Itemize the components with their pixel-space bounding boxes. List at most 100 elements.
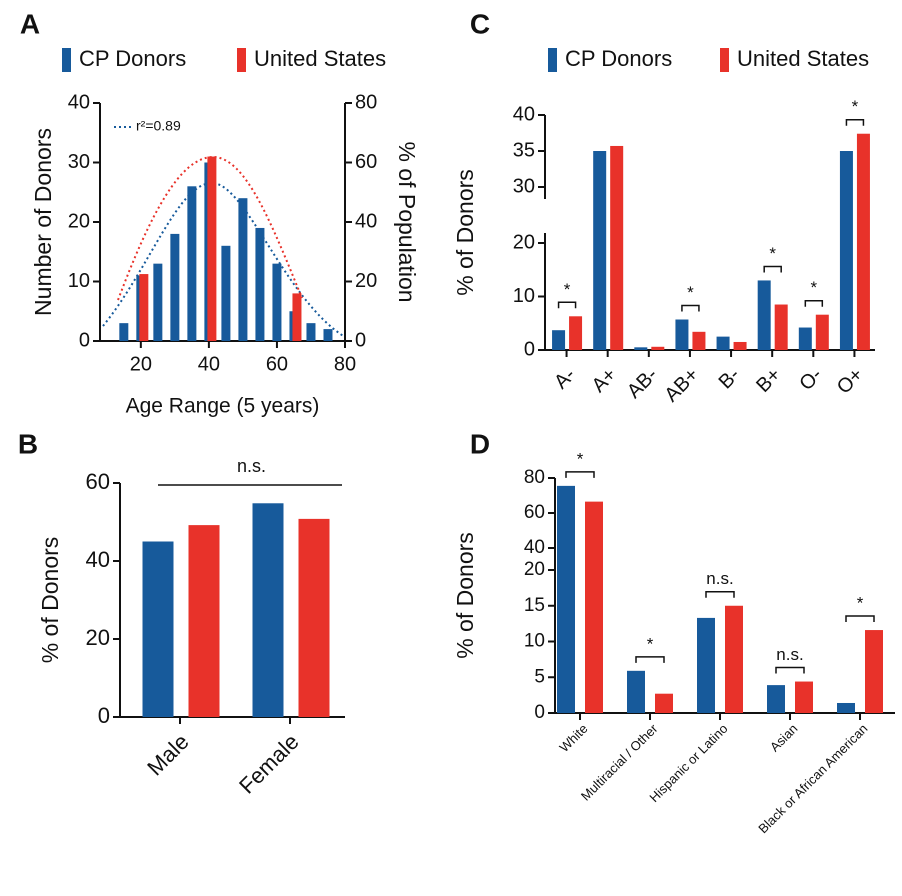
bar — [569, 316, 583, 350]
bar — [692, 331, 706, 350]
significance-label: * — [577, 449, 584, 468]
x-tick-label: 40 — [198, 353, 220, 375]
significance-label: n.s. — [706, 569, 733, 588]
y-tick-label: 80 — [524, 467, 545, 488]
bar — [323, 329, 333, 341]
bar — [757, 280, 771, 350]
bar — [585, 501, 603, 713]
bar — [697, 617, 715, 713]
significance-label: * — [564, 280, 571, 299]
bar — [153, 263, 163, 341]
y-tick-label: 0 — [524, 338, 535, 360]
bar — [610, 145, 624, 350]
bar — [557, 485, 575, 713]
y-tick-label: 15 — [524, 595, 545, 616]
y-axis-label: % of Donors — [37, 537, 63, 664]
significance-label: n.s. — [776, 645, 803, 664]
bar — [767, 685, 785, 713]
y-tick-label: 10 — [68, 270, 90, 292]
x-tick-label: AB- — [623, 364, 662, 403]
significance-label: * — [811, 278, 818, 297]
significance-label: n.s. — [237, 456, 266, 476]
x-tick-label: B- — [715, 364, 745, 394]
x-tick-label: 60 — [266, 353, 288, 375]
y-axis-label: Number of Donors — [30, 128, 56, 316]
bar — [238, 198, 248, 341]
x-tick-label: AB+ — [661, 364, 704, 407]
bar — [634, 347, 648, 350]
significance-bracket — [565, 471, 595, 478]
y-tick-label: 0 — [534, 702, 545, 723]
legend-swatch — [237, 48, 246, 72]
bar — [252, 503, 284, 717]
bar — [655, 693, 673, 713]
y-axis-label: % of Donors — [452, 169, 478, 296]
significance-bracket — [705, 591, 735, 598]
x-tick-label: White — [556, 721, 590, 755]
bar — [139, 274, 149, 341]
y-tick-label: 30 — [513, 175, 535, 197]
legend-label: United States — [737, 46, 869, 71]
x-tick-label: A- — [550, 364, 580, 394]
y-tick-label: 0 — [79, 329, 90, 351]
bar — [837, 702, 855, 713]
bar — [675, 319, 689, 350]
x-axis-label: Age Range (5 years) — [126, 395, 320, 418]
y2-axis-label: % of Population — [394, 141, 420, 302]
y2-tick-label: 60 — [355, 151, 377, 173]
legend-label: CP Donors — [79, 46, 186, 71]
legend-swatch — [62, 48, 71, 72]
significance-label: * — [857, 594, 864, 613]
bar — [795, 681, 813, 713]
panel-letter: D — [470, 428, 490, 459]
bar — [298, 518, 330, 717]
bar — [207, 156, 217, 341]
x-tick-label: Asian — [767, 721, 801, 755]
y-tick-label: 10 — [513, 285, 535, 307]
bar — [221, 245, 231, 341]
x-tick-label: O+ — [833, 364, 868, 399]
bar — [552, 330, 566, 350]
significance-label: * — [852, 97, 859, 116]
bar — [119, 323, 129, 341]
bar — [627, 670, 645, 713]
bar — [733, 341, 747, 350]
x-tick-label: B+ — [752, 364, 785, 397]
significance-bracket — [845, 118, 865, 126]
bar — [856, 133, 870, 350]
y-tick-label: 10 — [524, 631, 545, 652]
y-tick-label: 20 — [524, 559, 545, 580]
significance-bracket — [557, 301, 577, 309]
x-tick-label: A+ — [588, 364, 621, 397]
bar — [651, 346, 665, 350]
y-tick-label: 35 — [513, 139, 535, 161]
y-tick-label: 30 — [68, 151, 90, 173]
significance-bracket — [681, 304, 700, 312]
y2-tick-label: 0 — [355, 329, 366, 351]
bar — [815, 314, 829, 350]
significance-label: * — [647, 634, 654, 653]
x-tick-label: 80 — [334, 353, 356, 375]
panel-letter: B — [18, 428, 38, 459]
fit-curve — [117, 155, 303, 301]
significance-bracket — [804, 299, 824, 307]
bar — [142, 541, 174, 717]
y-tick-label: 60 — [524, 502, 545, 523]
bar — [188, 525, 220, 717]
panel-letter: A — [20, 8, 40, 39]
legend-swatch — [548, 48, 557, 72]
bar — [774, 304, 788, 350]
y-tick-label: 40 — [68, 91, 90, 113]
y2-tick-label: 20 — [355, 270, 377, 292]
y-tick-label: 40 — [513, 103, 535, 125]
bar — [292, 293, 302, 341]
bar — [593, 151, 607, 350]
y-tick-label: 40 — [86, 547, 110, 572]
significance-label: * — [687, 283, 694, 302]
significance-bracket — [845, 615, 875, 623]
bar — [725, 605, 743, 713]
significance-bracket — [775, 666, 805, 674]
y-tick-label: 0 — [98, 703, 110, 728]
y-tick-label: 40 — [524, 537, 545, 558]
y2-tick-label: 80 — [355, 91, 377, 113]
